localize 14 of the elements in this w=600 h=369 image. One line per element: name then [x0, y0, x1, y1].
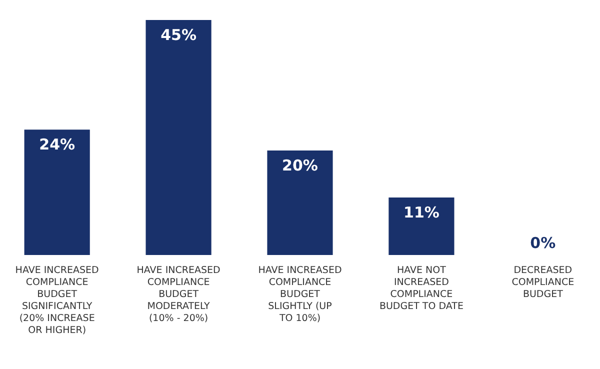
x-tick-label: HAVE INCREASED COMPLIANCE BUDGET MODERATELY (10% - 20%) [136, 265, 220, 324]
bar [267, 150, 333, 255]
data-label: 0% [530, 234, 556, 252]
data-label: 11% [404, 204, 440, 222]
data-label: 20% [282, 156, 318, 175]
x-tick-label: DECREASED COMPLIANCE BUDGET [512, 265, 574, 300]
x-tick-label: HAVE NOT INCREASED COMPLIANCE BUDGET TO DATE [379, 265, 464, 312]
x-tick-label: HAVE INCREASED COMPLIANCE BUDGET SLIGHTLY (UP TO 10%) [258, 265, 342, 324]
bar [146, 20, 212, 255]
bar [24, 130, 90, 255]
data-label: 24% [39, 136, 76, 154]
x-tick-label: HAVE INCREASED COMPLIANCE BUDGET SIGNIFICANTLY (20% INCREASE OR HIGHER) [15, 265, 99, 336]
data-label: 45% [160, 26, 196, 44]
bar [388, 198, 454, 255]
